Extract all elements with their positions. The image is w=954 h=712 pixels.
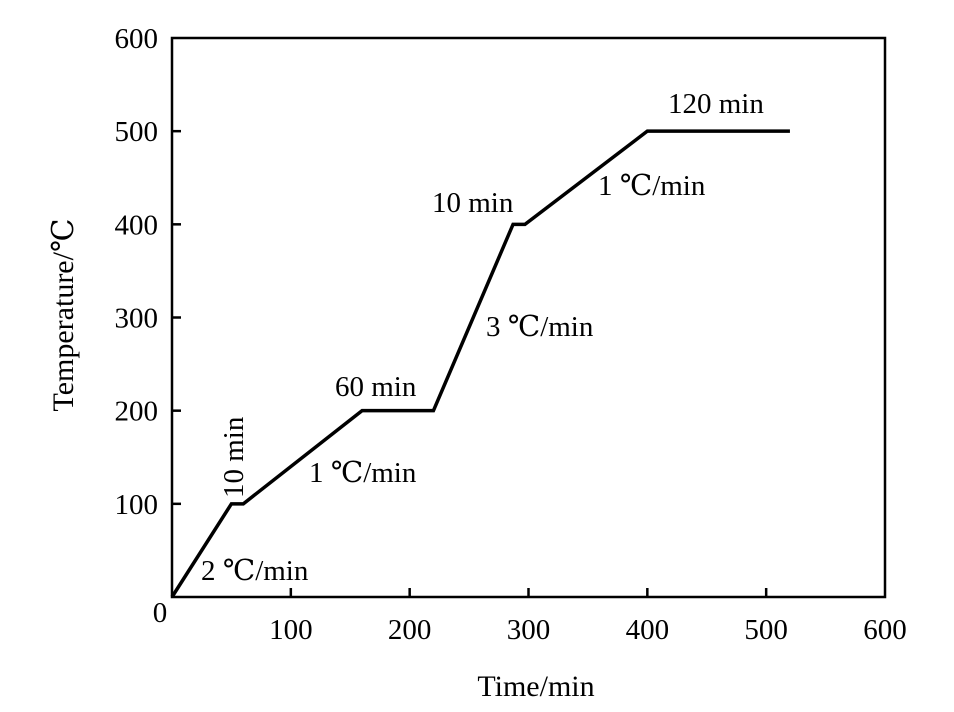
temperature-profile-line-0: [170, 129, 790, 598]
annotation-rate-1-second: 1 ℃/min: [598, 170, 706, 202]
series: [170, 129, 790, 598]
annotation-hold-120: 120 min: [668, 88, 764, 120]
x-tick-label-400: 400: [626, 614, 670, 646]
y-tick-label-600: 600: [115, 23, 159, 55]
y-tick-label-400: 400: [115, 209, 159, 241]
x-axis-title: Time/min: [477, 670, 594, 703]
origin-label: 0: [153, 597, 168, 629]
y-tick-label-500: 500: [115, 116, 159, 148]
x-tick-label-500: 500: [744, 614, 788, 646]
y-tick-label-100: 100: [115, 489, 159, 521]
y-tick-label-300: 300: [115, 303, 159, 335]
ticks: 100 200 300 400 500 600 100 200 300 400 500 600: [115, 23, 907, 646]
x-tick-label-200: 200: [388, 614, 432, 646]
x-tick-label-600: 600: [863, 614, 907, 646]
y-axis-title: Temperature/℃: [47, 218, 80, 411]
annotation-rate-1-first: 1 ℃/min: [309, 457, 417, 489]
annotation-rate-2: 2 ℃/min: [201, 555, 309, 587]
annotation-rate-3: 3 ℃/min: [486, 311, 594, 343]
x-tick-label-100: 100: [269, 614, 313, 646]
annotation-hold-60: 60 min: [335, 371, 417, 403]
annotation-hold-10-second: 10 min: [432, 187, 514, 219]
labels: Time/min Temperature/℃ 0 2 ℃/min 10 min …: [47, 88, 764, 703]
x-tick-label-300: 300: [507, 614, 551, 646]
y-tick-label-200: 200: [115, 396, 159, 428]
annotation-hold-10-first: 10 min: [218, 416, 250, 498]
